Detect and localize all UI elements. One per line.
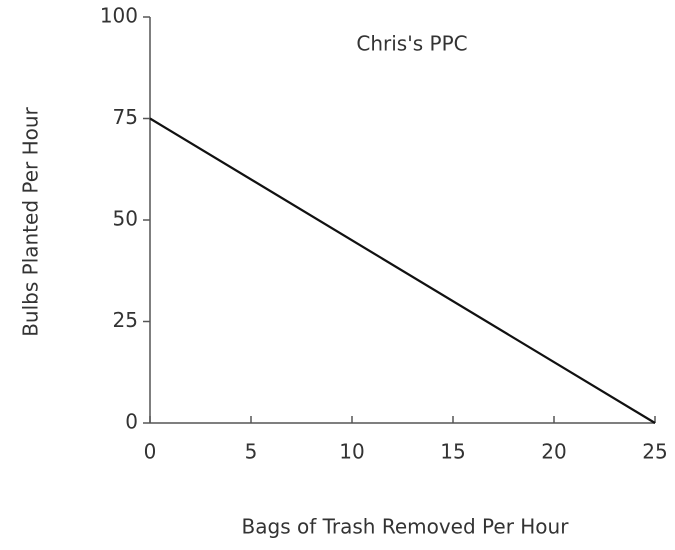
chart-title: Chris's PPC (356, 32, 467, 56)
x-tick-label: 25 (642, 440, 667, 464)
y-tick-label: 0 (125, 410, 138, 434)
ppc-line (149, 117, 656, 424)
x-tick-label: 0 (144, 440, 157, 464)
y-tick-label: 50 (113, 207, 138, 231)
y-tick-label: 75 (113, 105, 138, 129)
y-tick-label: 25 (113, 308, 138, 332)
x-tick-label: 15 (440, 440, 465, 464)
x-tick-label: 20 (541, 440, 566, 464)
y-axis-label: Bulbs Planted Per Hour (19, 106, 43, 336)
x-tick-label: 5 (245, 440, 258, 464)
x-axis-label: Bags of Trash Removed Per Hour (242, 515, 570, 539)
x-tick-label: 10 (339, 440, 364, 464)
y-tick-label: 100 (100, 4, 138, 28)
